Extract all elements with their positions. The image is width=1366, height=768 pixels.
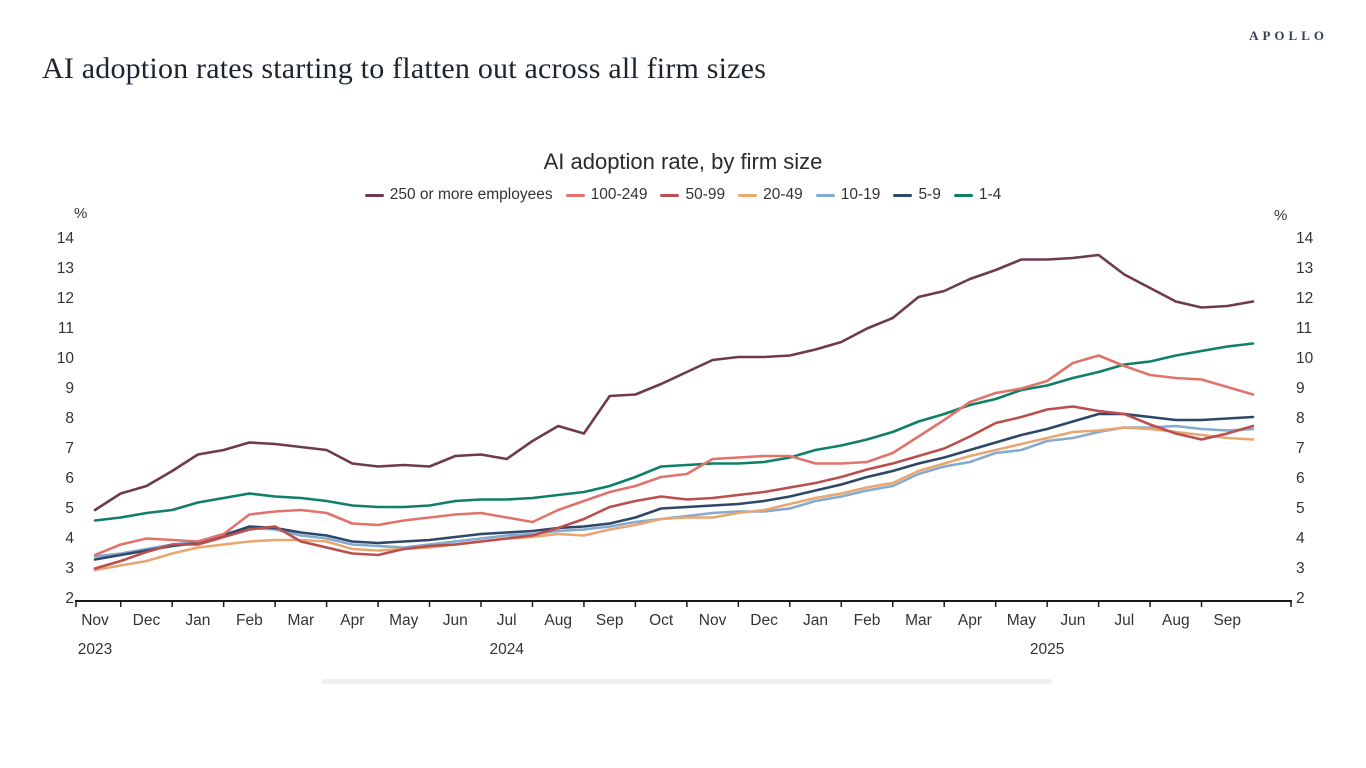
legend-label: 100-249 bbox=[590, 186, 648, 203]
legend-swatch bbox=[364, 193, 384, 197]
x-axis-month-label: Jun bbox=[442, 612, 468, 629]
legend-label: 5-9 bbox=[918, 186, 941, 203]
x-axis-month-label: Apr bbox=[340, 612, 365, 629]
x-axis-month-label: Oct bbox=[649, 612, 674, 629]
x-axis-month-label: Apr bbox=[957, 612, 982, 629]
y-axis-tick-label-right: 13 bbox=[1296, 260, 1314, 277]
legend-item-100-249: 100-249 bbox=[565, 186, 648, 204]
x-axis-month-label: Dec bbox=[750, 612, 778, 629]
y-axis-tick-label-right: 8 bbox=[1296, 410, 1305, 427]
brand-logo: APOLLO bbox=[1249, 28, 1328, 43]
y-axis-unit-right: % bbox=[1274, 207, 1288, 224]
x-axis-month-label: Mar bbox=[287, 612, 315, 629]
series-line-20-49 bbox=[93, 426, 1255, 572]
chart-legend: 250 or more employees 100-249 50-99 20-49 10… bbox=[0, 186, 1366, 204]
x-axis-month-label: Sep bbox=[595, 612, 624, 629]
y-axis-tick-label-right: 6 bbox=[1296, 470, 1305, 487]
y-axis-tick-label-left: 6 bbox=[65, 470, 74, 487]
legend-label: 20-49 bbox=[763, 186, 803, 203]
chart-title: AI adoption rate, by firm size bbox=[543, 149, 823, 174]
legend-label: 250 or more employees bbox=[389, 186, 553, 203]
y-axis-tick-label-left: 8 bbox=[65, 410, 74, 427]
series-line-5-9 bbox=[93, 412, 1255, 561]
y-axis-tick-label-right: 12 bbox=[1296, 290, 1314, 307]
x-axis-year-label: 2025 bbox=[1029, 641, 1065, 658]
x-axis-month-label: May bbox=[1006, 612, 1037, 629]
legend-item-5-9: 5-9 bbox=[893, 186, 941, 204]
legend-swatch bbox=[660, 193, 680, 197]
y-axis-tick-label-left: 7 bbox=[65, 440, 74, 457]
x-axis-month-label: Sep bbox=[1213, 612, 1242, 629]
x-axis-year-label: 2024 bbox=[489, 641, 524, 658]
legend-item-1-4: 1-4 bbox=[953, 186, 1002, 204]
y-axis-tick-label-left: 10 bbox=[56, 350, 74, 367]
legend-swatch bbox=[893, 193, 913, 197]
footnote-smudge bbox=[322, 679, 1052, 684]
series-line-50-99 bbox=[93, 405, 1255, 570]
x-axis-month-label: Nov bbox=[81, 612, 109, 629]
series-line-10-19 bbox=[93, 424, 1255, 558]
x-axis-month-label: Feb bbox=[236, 612, 263, 629]
x-axis-month-label: Jan bbox=[803, 612, 829, 629]
y-axis-tick-label-left: 3 bbox=[65, 560, 74, 577]
y-axis-tick-label-right: 7 bbox=[1296, 440, 1305, 457]
x-axis-month-label: Jan bbox=[185, 612, 211, 629]
legend-item-10-19: 10-19 bbox=[815, 186, 881, 204]
y-axis-tick-label-left: 13 bbox=[56, 260, 74, 277]
y-axis-tick-label-right: 4 bbox=[1296, 530, 1305, 547]
x-axis-month-label: Aug bbox=[1162, 612, 1190, 629]
legend-swatch bbox=[815, 193, 835, 197]
series-line-100-249 bbox=[93, 354, 1255, 557]
y-axis-tick-label-right: 5 bbox=[1296, 500, 1305, 517]
series-line-250-or-more-employees bbox=[93, 253, 1255, 512]
y-axis-tick-label-right: 2 bbox=[1296, 590, 1305, 607]
page-title: AI adoption rates starting to flatten ou… bbox=[42, 52, 767, 85]
y-axis-tick-label-right: 11 bbox=[1296, 320, 1313, 337]
y-axis-tick-label-right: 14 bbox=[1296, 230, 1314, 247]
legend-item-50-99: 50-99 bbox=[660, 186, 725, 204]
x-axis-year-label: 2023 bbox=[77, 641, 113, 658]
y-axis-tick-label-right: 10 bbox=[1296, 350, 1314, 367]
series-line-1-4 bbox=[93, 342, 1255, 522]
legend-label: 10-19 bbox=[840, 186, 881, 203]
legend-label: 1-4 bbox=[978, 186, 1002, 203]
legend-swatch bbox=[738, 193, 758, 197]
y-axis-tick-label-left: 4 bbox=[65, 530, 74, 547]
y-axis-tick-label-left: 9 bbox=[65, 380, 74, 397]
x-axis-month-label: Aug bbox=[544, 612, 572, 629]
x-axis-month-label: Jul bbox=[496, 612, 517, 629]
legend-item-20-49: 20-49 bbox=[738, 186, 803, 204]
y-axis-tick-label-left: 2 bbox=[65, 590, 74, 607]
legend-label: 50-99 bbox=[685, 186, 726, 203]
legend-item-250-or-more-employees: 250 or more employees bbox=[364, 186, 553, 204]
y-axis-tick-label-left: 14 bbox=[56, 230, 74, 247]
y-axis-tick-label-left: 5 bbox=[65, 500, 74, 517]
x-axis-month-label: May bbox=[389, 612, 419, 629]
x-axis-month-label: Nov bbox=[698, 612, 727, 629]
x-axis-month-label: Jun bbox=[1060, 612, 1086, 629]
y-axis-tick-label-left: 12 bbox=[56, 290, 74, 307]
legend-swatch bbox=[565, 193, 585, 197]
x-axis-month-label: Feb bbox=[853, 612, 881, 629]
x-axis-month-label: Jul bbox=[1114, 612, 1135, 629]
y-axis-tick-label-right: 9 bbox=[1296, 380, 1305, 397]
y-axis-tick-label-right: 3 bbox=[1296, 560, 1305, 577]
legend-swatch bbox=[953, 193, 973, 197]
x-axis-month-label: Mar bbox=[905, 612, 932, 629]
y-axis-unit-left: % bbox=[74, 205, 88, 222]
y-axis-tick-label-left: 11 bbox=[57, 320, 74, 337]
x-axis-month-label: Dec bbox=[132, 612, 161, 629]
